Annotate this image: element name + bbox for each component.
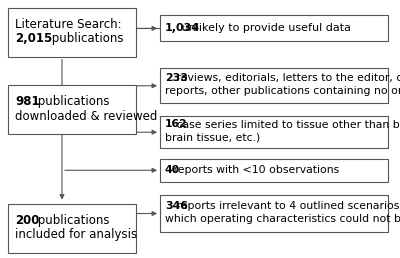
Text: reviews, editorials, letters to the editor, duplicate: reviews, editorials, letters to the edit…	[173, 73, 400, 83]
Text: brain tissue, etc.): brain tissue, etc.)	[165, 133, 260, 143]
Text: 2,015: 2,015	[15, 32, 52, 45]
FancyBboxPatch shape	[8, 204, 136, 253]
Text: reports irrelevant to 4 outlined scenarios or from: reports irrelevant to 4 outlined scenari…	[173, 201, 400, 211]
Text: reports, other publications containing no original data: reports, other publications containing n…	[165, 86, 400, 96]
FancyBboxPatch shape	[160, 116, 388, 148]
Text: included for analysis: included for analysis	[15, 228, 137, 241]
Text: 346: 346	[165, 201, 188, 211]
FancyBboxPatch shape	[8, 8, 136, 57]
Text: publications: publications	[34, 95, 110, 108]
Text: publications: publications	[48, 32, 124, 45]
Text: case series limited to tissue other than blood (CSF,: case series limited to tissue other than…	[173, 119, 400, 130]
FancyBboxPatch shape	[160, 159, 388, 182]
Text: reports with <10 observations: reports with <10 observations	[170, 165, 339, 175]
Text: publications: publications	[34, 214, 110, 227]
Text: 233: 233	[165, 73, 188, 83]
Text: 162: 162	[165, 119, 188, 130]
Text: 1,034: 1,034	[165, 23, 200, 33]
FancyBboxPatch shape	[160, 15, 388, 41]
Text: which operating characteristics could not be calculated: which operating characteristics could no…	[165, 214, 400, 224]
FancyBboxPatch shape	[160, 68, 388, 103]
Text: 200: 200	[15, 214, 40, 227]
Text: 40: 40	[165, 165, 180, 175]
Text: Literature Search:: Literature Search:	[15, 18, 122, 31]
Text: unlikely to provide useful data: unlikely to provide useful data	[178, 23, 351, 33]
Text: downloaded & reviewed: downloaded & reviewed	[15, 110, 158, 123]
Text: 981: 981	[15, 95, 40, 108]
FancyBboxPatch shape	[8, 85, 136, 134]
FancyBboxPatch shape	[160, 195, 388, 232]
